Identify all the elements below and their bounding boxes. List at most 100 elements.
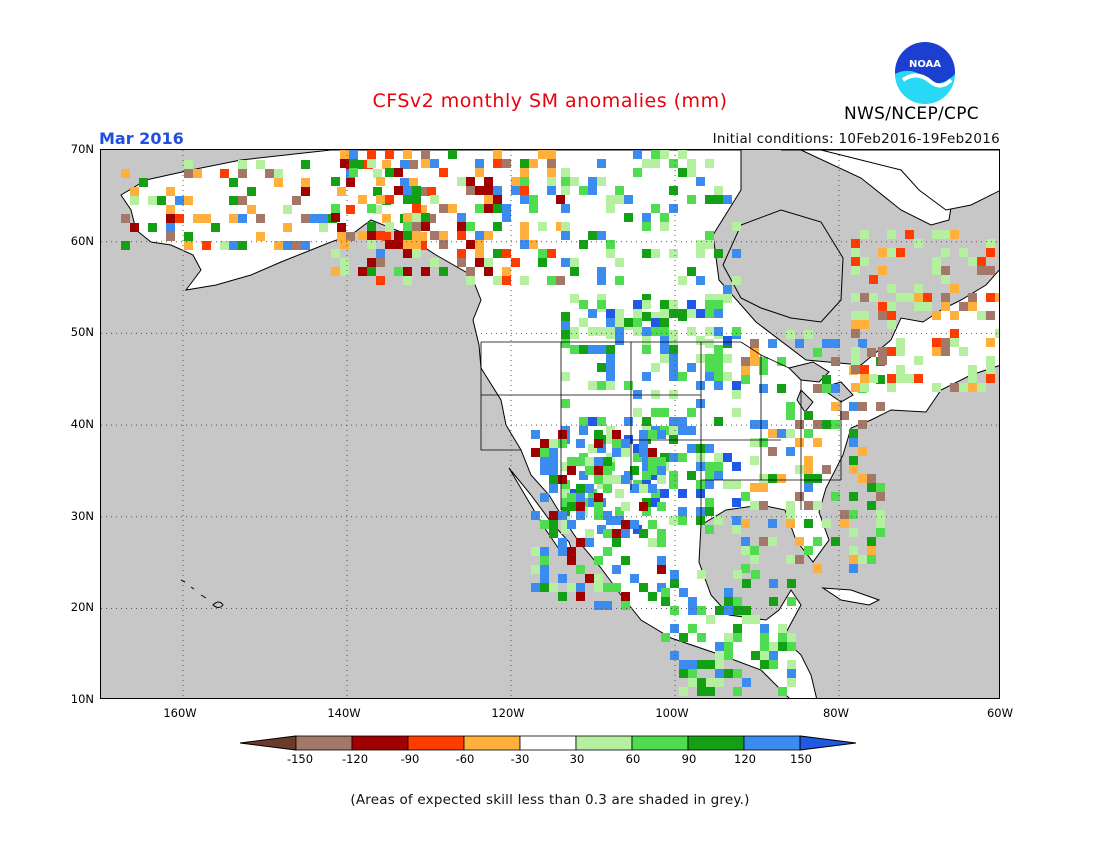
anomaly-cell — [941, 293, 950, 302]
anomaly-cell — [669, 372, 678, 381]
anomaly-cell — [639, 430, 648, 439]
anomaly-cell — [651, 489, 660, 498]
anomaly-cell — [558, 475, 567, 484]
anomaly-cell — [777, 357, 786, 366]
anomaly-cell — [688, 660, 697, 669]
anomaly-cell — [540, 457, 549, 466]
anomaly-cell — [319, 223, 328, 232]
anomaly-cell — [558, 547, 567, 556]
anomaly-cell — [849, 492, 858, 501]
anomaly-cell — [588, 444, 597, 453]
anomaly-cell — [493, 249, 502, 258]
anomaly-cell — [594, 430, 603, 439]
anomaly-cell — [977, 383, 986, 392]
anomaly-cell — [394, 267, 403, 276]
anomaly-cell — [687, 195, 696, 204]
anomaly-cell — [804, 546, 813, 555]
anomaly-cell — [914, 284, 923, 293]
anomaly-cell — [418, 187, 427, 196]
anomaly-cell — [621, 601, 630, 610]
anomaly-cell — [697, 633, 706, 642]
anomaly-cell — [594, 457, 603, 466]
anomaly-cell — [651, 249, 660, 258]
anomaly-cell — [787, 597, 796, 606]
anomaly-cell — [696, 462, 705, 471]
anomaly-cell — [813, 564, 822, 573]
anomaly-cell — [733, 597, 742, 606]
anomaly-cell — [795, 492, 804, 501]
anomaly-cell — [466, 186, 475, 195]
legend-tick: 30 — [569, 752, 585, 766]
anomaly-cell — [887, 230, 896, 239]
anomaly-cell — [439, 240, 448, 249]
legend-tick: -150 — [286, 752, 314, 766]
anomaly-cell — [121, 214, 130, 223]
anomaly-cell — [576, 511, 585, 520]
anomaly-cell — [660, 222, 669, 231]
legend-tick: 90 — [681, 752, 697, 766]
anomaly-cell — [760, 642, 769, 651]
anomaly-cell — [696, 480, 705, 489]
anomaly-cell — [567, 556, 576, 565]
anomaly-cell — [750, 546, 759, 555]
anomaly-cell — [612, 529, 621, 538]
anomaly-cell — [714, 327, 723, 336]
anomaly-cell — [705, 327, 714, 336]
anomaly-cell — [612, 475, 621, 484]
anomaly-cell — [706, 615, 715, 624]
anomaly-cell — [786, 501, 795, 510]
anomaly-cell — [301, 187, 310, 196]
anomaly-cell — [427, 214, 436, 223]
anomaly-cell — [594, 502, 603, 511]
anomaly-cell — [511, 186, 520, 195]
anomaly-cell — [705, 231, 714, 240]
anomaly-cell — [606, 204, 615, 213]
anomaly-cell — [648, 457, 657, 466]
legend-tick: -60 — [455, 752, 475, 766]
anomaly-cell — [633, 453, 642, 462]
anomaly-cell — [651, 471, 660, 480]
anomaly-cell — [475, 204, 484, 213]
anomaly-cell — [579, 300, 588, 309]
anomaly-cell — [642, 312, 651, 321]
anomaly-cell — [860, 293, 869, 302]
anomaly-cell — [669, 480, 678, 489]
anomaly-cell — [732, 381, 741, 390]
anomaly-cell — [238, 196, 247, 205]
anomaly-cell — [768, 339, 777, 348]
anomaly-cell — [831, 420, 840, 429]
anomaly-cell — [493, 186, 502, 195]
anomaly-cell — [531, 583, 540, 592]
anomaly-cell — [567, 466, 576, 475]
anomaly-cell — [741, 546, 750, 555]
anomaly-cell — [561, 321, 570, 330]
anomaly-cell — [588, 309, 597, 318]
anomaly-cell — [412, 186, 421, 195]
anomaly-cell — [860, 374, 869, 383]
anomaly-cell — [493, 150, 502, 159]
anomaly-cell — [639, 448, 648, 457]
anomaly-cell — [549, 448, 558, 457]
anomaly-cell — [579, 417, 588, 426]
anomaly-cell — [849, 564, 858, 573]
anomaly-cell — [696, 444, 705, 453]
anomaly-cell — [849, 510, 858, 519]
legend-tick: 60 — [625, 752, 641, 766]
anomaly-cell — [660, 408, 669, 417]
agency-label: NWS/NCEP/CPC — [844, 104, 979, 124]
anomaly-cell — [651, 150, 660, 159]
anomaly-cell — [867, 501, 876, 510]
anomaly-cell — [418, 205, 427, 214]
anomaly-cell — [630, 484, 639, 493]
anomaly-cell — [385, 195, 394, 204]
anomaly-cell — [615, 258, 624, 267]
initial-conditions: Initial conditions: 10Feb2016-19Feb2016 — [712, 131, 1000, 147]
anomaly-cell — [597, 327, 606, 336]
anomaly-cell — [679, 633, 688, 642]
anomaly-cell — [484, 195, 493, 204]
anomaly-cell — [576, 583, 585, 592]
anomaly-cell — [804, 330, 813, 339]
anomaly-cell — [804, 483, 813, 492]
lon-label: 140W — [327, 706, 361, 720]
lat-label: 50N — [70, 325, 94, 339]
